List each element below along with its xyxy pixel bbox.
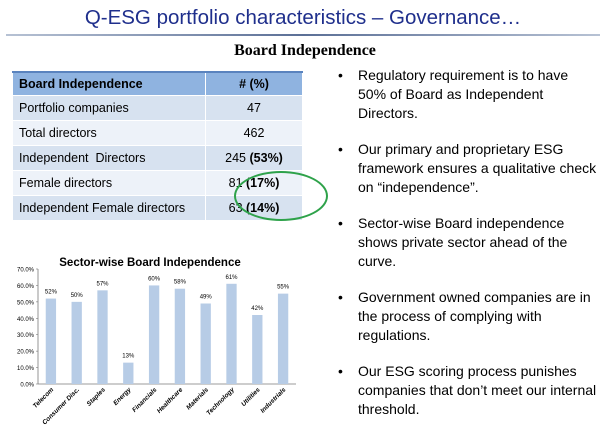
bar-data-label: 42%: [251, 306, 264, 312]
bullet-item: • Government owned companies are in the p…: [336, 288, 598, 345]
chart-bar: [226, 283, 237, 384]
bullet-text: Regulatory requirement is to have 50% of…: [358, 67, 569, 121]
x-category-label: Utilities: [240, 386, 262, 408]
bullet-marker: •: [338, 141, 343, 157]
bullet-text: Our primary and proprietary ESG framewor…: [358, 141, 597, 195]
chart-bar: [71, 301, 82, 384]
bullet-text: Our ESG scoring process punishes compani…: [358, 363, 597, 417]
bullet-marker: •: [338, 363, 343, 379]
bar-data-label: 57%: [96, 281, 109, 287]
row-value: 47: [205, 95, 303, 121]
title-divider: [6, 34, 600, 36]
x-category-label: Materials: [185, 386, 210, 411]
bullet-list: • Regulatory requirement is to have 50% o…: [336, 66, 598, 436]
bullet-text: Government owned companies are in the pr…: [358, 289, 591, 343]
bullet-item: • Sector-wise Board independence shows pr…: [336, 214, 598, 271]
bullet-marker: •: [338, 67, 343, 83]
table-header-row: Board Independence # (%): [12, 71, 303, 96]
y-tick-label: 0.0%: [20, 383, 34, 389]
row-label: Female directors: [12, 170, 206, 196]
bullet-text: Sector-wise Board independence shows pri…: [358, 215, 568, 269]
section-heading: Board Independence: [234, 42, 376, 59]
chart-bar: [45, 298, 57, 384]
y-tick-label: 70.0%: [17, 268, 35, 274]
bar-data-label: 58%: [174, 280, 187, 286]
row-label: Total directors: [12, 120, 206, 146]
chart-bar: [148, 285, 160, 384]
row-label: Independent Female directors: [12, 195, 206, 221]
table-row: Independent Directors 245 (53%): [12, 145, 303, 171]
y-tick-label: 40.0%: [17, 317, 35, 323]
sector-board-independence-chart: Sector-wise Board Independence 0.0% 10.0% 2…: [0, 248, 300, 445]
x-category-label: Industrials: [259, 386, 287, 414]
row-count: 245: [225, 151, 247, 165]
bullet-marker: •: [338, 215, 343, 231]
bullet-marker: •: [338, 289, 343, 305]
y-tick-label: 30.0%: [17, 333, 35, 339]
bar-data-label: 60%: [148, 276, 161, 282]
x-category-label: Healthcare: [156, 386, 185, 415]
x-category-label: Energy: [112, 386, 133, 407]
row-label: Portfolio companies: [12, 95, 206, 121]
bar-data-label: 55%: [277, 285, 290, 291]
chart-title: Sector-wise Board Independence: [59, 257, 241, 269]
y-tick-label: 60.0%: [17, 284, 35, 290]
bar-data-label: 13%: [122, 354, 135, 360]
chart-bar: [252, 315, 263, 384]
bar-data-label: 49%: [200, 295, 213, 301]
chart-bar: [123, 362, 134, 384]
chart-canvas: Sector-wise Board Independence 0.0% 10.0% 2…: [17, 257, 296, 426]
row-value: 245 (53%): [205, 145, 303, 171]
row-label: Independent Directors: [12, 145, 206, 171]
table-row: Total directors 462: [12, 120, 303, 146]
bullet-item: • Our ESG scoring process punishes compan…: [336, 362, 598, 419]
x-category-label: Telecom: [32, 386, 56, 410]
y-tick-label: 50.0%: [17, 300, 35, 306]
female-directors-highlight-oval: [234, 171, 328, 221]
y-tick-label: 20.0%: [17, 350, 35, 356]
bar-data-label: 50%: [71, 293, 84, 299]
slide-title: Q-ESG portfolio characteristics – Govern…: [84, 6, 522, 29]
bullet-item: • Our primary and proprietary ESG framewo…: [336, 140, 598, 197]
bullet-item: • Regulatory requirement is to have 50% o…: [336, 66, 598, 123]
x-category-label: Staples: [86, 386, 108, 408]
x-category-label: Technology: [205, 386, 236, 417]
column-header-value: # (%): [205, 71, 303, 96]
table-row: Portfolio companies 47: [12, 95, 303, 121]
y-tick-label: 10.0%: [17, 366, 35, 372]
bar-data-label: 52%: [45, 290, 58, 296]
row-percent: (53%): [249, 151, 283, 165]
chart-bar: [97, 290, 108, 384]
bar-data-label: 61%: [225, 275, 238, 281]
chart-bar: [174, 288, 186, 384]
x-category-label: Financials: [131, 386, 159, 414]
chart-bar: [277, 293, 289, 384]
column-header-label: Board Independence: [12, 71, 206, 96]
row-value: 462: [205, 120, 303, 146]
chart-bar: [200, 303, 211, 384]
